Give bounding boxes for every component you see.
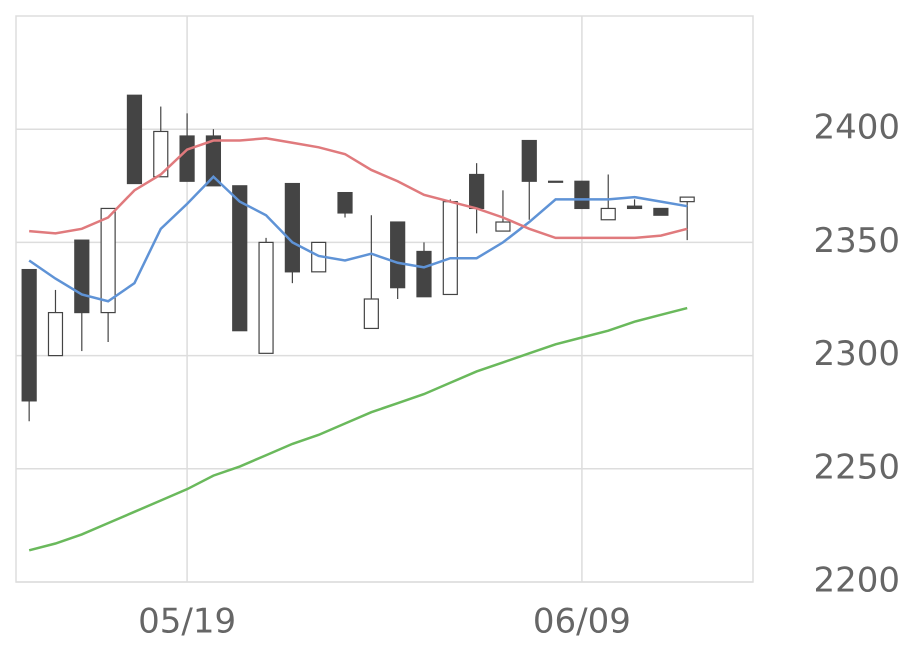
y-tick-label: 2400 [813,108,900,148]
candle-body [653,207,669,216]
candle-body [626,205,643,210]
y-tick-label: 2250 [813,447,900,487]
candle-body [258,241,274,354]
candle-body [21,268,37,402]
candle-body [153,130,169,178]
candle-body [74,239,90,314]
candle-body [205,135,222,187]
y-tick-label: 2200 [813,561,900,601]
moving-average-line [29,136,688,240]
candle-body [100,207,116,314]
candle-body [442,201,458,296]
candle-body [47,311,64,357]
y-tick-label: 2300 [813,334,900,374]
candle-body [679,196,695,203]
moving-average-line [28,174,688,303]
candle-body [232,185,248,332]
candle-body [547,180,564,183]
moving-average-line [28,306,688,552]
candle-body [284,182,300,273]
candle-body [469,173,485,210]
x-tick-label: 06/09 [533,602,631,642]
plot-frame [15,15,754,583]
candle-body [126,94,143,185]
candle-body [600,207,616,221]
candle-body [574,180,590,210]
candle-body [521,139,537,182]
candle-body [390,221,406,289]
candle-body [179,135,195,182]
candle-body [416,250,432,298]
candle-body [495,221,511,232]
y-tick-label: 2350 [813,221,900,261]
x-tick-label: 05/19 [138,602,236,642]
candle-body [337,191,353,214]
candle-body [363,298,379,330]
